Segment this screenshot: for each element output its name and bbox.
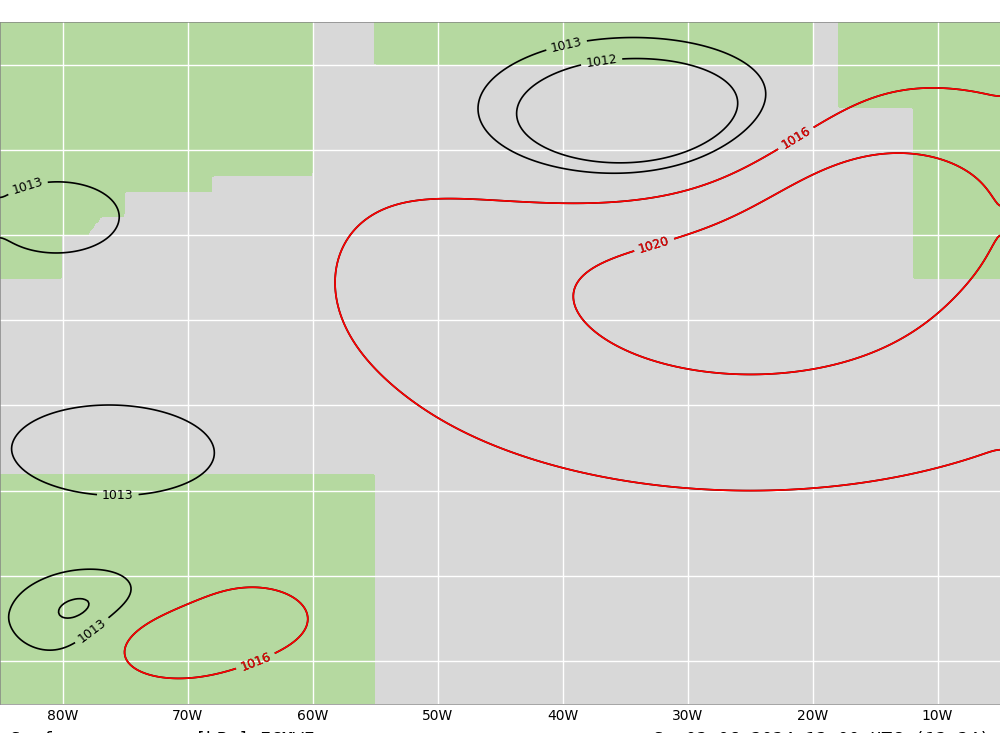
Text: 1016: 1016 bbox=[239, 649, 273, 674]
Text: 1013: 1013 bbox=[10, 175, 44, 197]
Text: Su 02-06-2024 12:00 UTC (12+24): Su 02-06-2024 12:00 UTC (12+24) bbox=[653, 731, 990, 733]
Text: 1016: 1016 bbox=[779, 125, 813, 152]
Text: 1016: 1016 bbox=[239, 649, 273, 674]
Text: 1012: 1012 bbox=[585, 52, 618, 70]
Text: 1013: 1013 bbox=[102, 489, 134, 502]
Text: 1016: 1016 bbox=[779, 125, 813, 152]
Text: 1013: 1013 bbox=[76, 616, 109, 646]
Text: 1020: 1020 bbox=[637, 234, 671, 256]
Text: 1013: 1013 bbox=[550, 35, 583, 54]
Text: 1020: 1020 bbox=[637, 234, 671, 256]
Text: Surface pressure [hPa] ECMWF: Surface pressure [hPa] ECMWF bbox=[10, 731, 314, 733]
